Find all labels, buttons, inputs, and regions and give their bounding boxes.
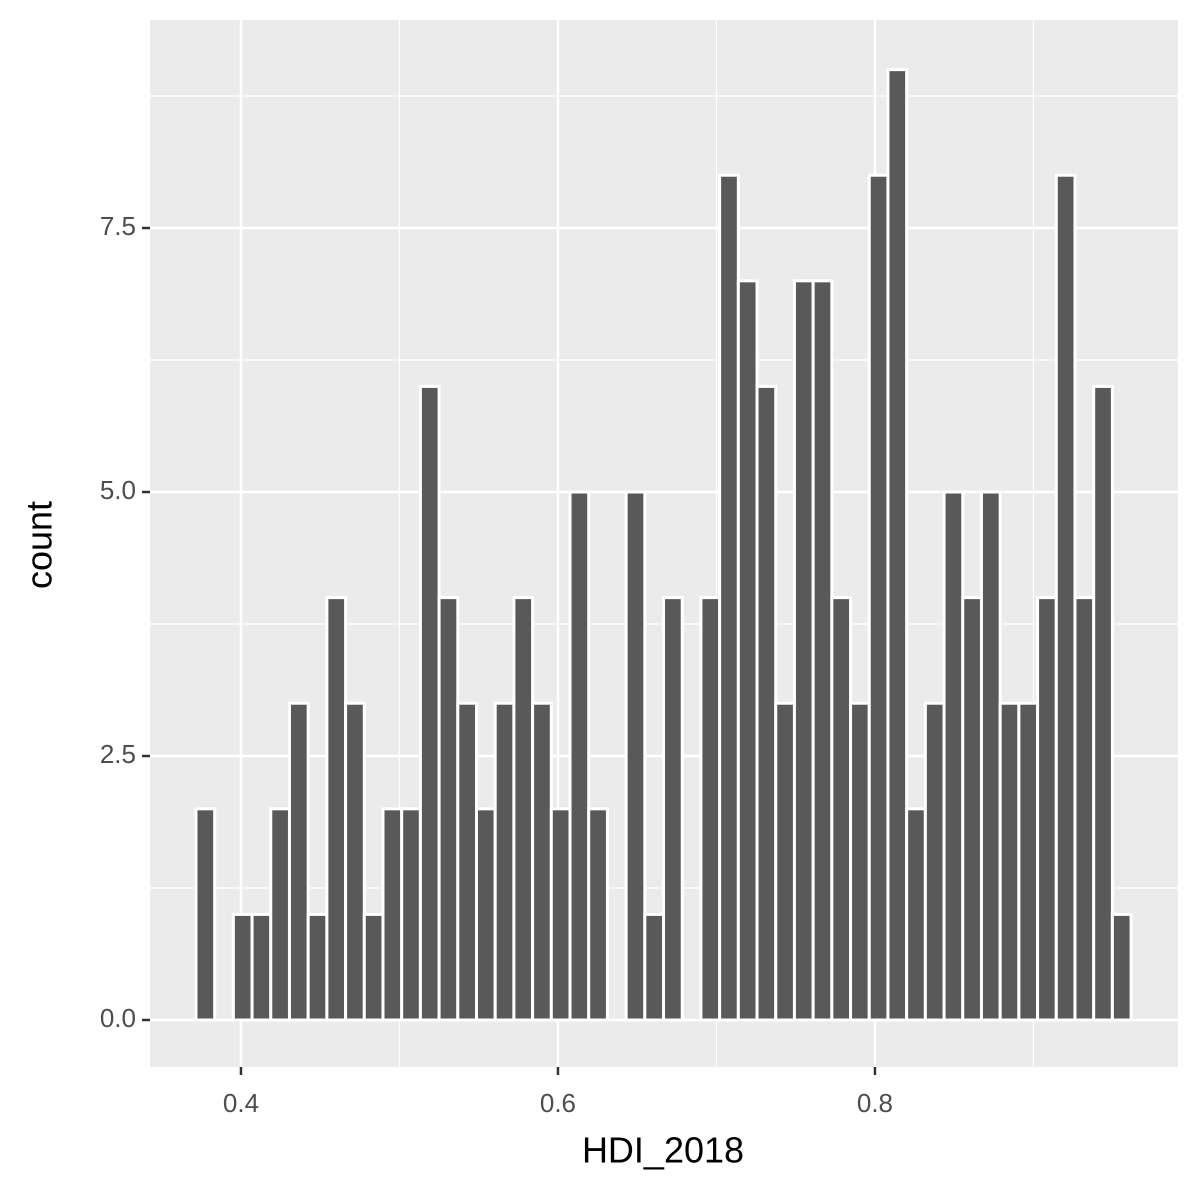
x-tick-label: 0.4 (223, 1088, 259, 1118)
bar (774, 701, 796, 1022)
bar (905, 807, 927, 1022)
bar (624, 490, 647, 1022)
bar (736, 279, 759, 1022)
bar (493, 701, 516, 1022)
bar (979, 490, 1002, 1022)
bar (699, 596, 722, 1022)
bar (867, 173, 890, 1022)
bar (662, 596, 684, 1022)
bar (792, 279, 815, 1022)
bar (568, 490, 591, 1022)
bar (1054, 173, 1077, 1022)
x-tick-label: 0.6 (540, 1088, 576, 1118)
bar (287, 701, 310, 1022)
bar (231, 912, 254, 1022)
bar (811, 279, 834, 1022)
y-axis-title: count (19, 501, 60, 589)
y-tick-label: 2.5 (100, 739, 136, 769)
bar (923, 701, 946, 1022)
bar (418, 384, 441, 1022)
y-tick-label: 7.5 (100, 211, 136, 241)
bar (998, 701, 1021, 1022)
bar (512, 596, 535, 1022)
bar (269, 807, 291, 1022)
bar (306, 912, 329, 1022)
bar (643, 912, 666, 1022)
bar (456, 701, 479, 1022)
bar (475, 807, 497, 1022)
bar (194, 807, 217, 1022)
bar (549, 807, 572, 1022)
bar (1092, 384, 1114, 1022)
bar (437, 596, 460, 1022)
bar (755, 384, 778, 1022)
bar (1017, 701, 1040, 1022)
bar (1073, 596, 1096, 1022)
bar (325, 596, 348, 1022)
y-tick-label: 0.0 (100, 1003, 136, 1033)
x-axis-title: HDI_2018 (582, 1130, 744, 1171)
x-tick-label: 0.8 (857, 1088, 893, 1118)
bar (250, 912, 273, 1022)
bar (400, 807, 422, 1022)
bar (718, 173, 740, 1022)
y-tick-label: 5.0 (100, 475, 136, 505)
bar (830, 596, 853, 1022)
bar (362, 912, 385, 1022)
bar (1036, 596, 1058, 1022)
bar (531, 701, 553, 1022)
bar (849, 701, 871, 1022)
bar (942, 490, 965, 1022)
bar (961, 596, 983, 1022)
bar (886, 68, 909, 1022)
bar (344, 701, 366, 1022)
bar (1110, 912, 1133, 1022)
bar (587, 807, 609, 1022)
bar (381, 807, 404, 1022)
